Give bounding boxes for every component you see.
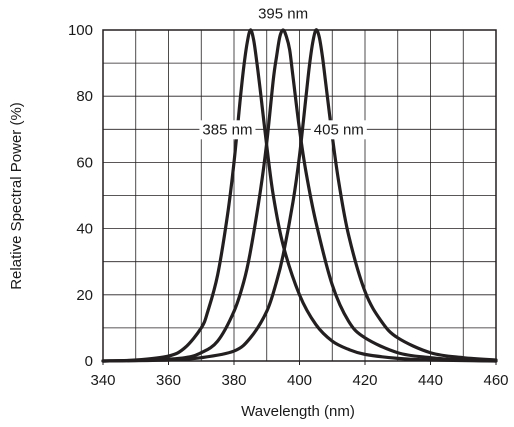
x-tick-label: 460	[483, 372, 508, 389]
x-tick-label: 360	[156, 372, 181, 389]
series-line-1	[101, 28, 498, 363]
annotation-label-3: 405 nm	[314, 121, 364, 138]
annotation-label-2: 385 nm	[202, 121, 252, 138]
y-tick-label: 20	[76, 287, 93, 304]
y-tick-labels: 0 20 40 60 80 100	[68, 22, 93, 370]
annotation-background	[310, 120, 367, 140]
x-tick-label: 420	[352, 372, 377, 389]
series-group	[101, 28, 498, 363]
series-line-3	[101, 28, 498, 363]
y-tick-label: 60	[76, 154, 93, 171]
x-tick-label: 380	[221, 372, 246, 389]
x-tick-label: 400	[287, 372, 312, 389]
x-tick-label: 440	[418, 372, 443, 389]
annotations-group: 395 nm 385 nm 405 nm	[199, 4, 367, 140]
annotation-background	[255, 4, 312, 24]
y-axis-label: Relative Spectral Power (%)	[8, 102, 25, 290]
grid	[103, 30, 496, 361]
x-tick-label: 340	[90, 372, 115, 389]
y-tick-label: 100	[68, 22, 93, 39]
y-tick-label: 40	[76, 221, 93, 238]
annotation-background	[199, 120, 256, 140]
y-tick-label: 80	[76, 88, 93, 105]
x-axis-label: Wavelength (nm)	[241, 403, 355, 420]
x-tick-labels: 340 360 380 400 420 440 460	[90, 361, 509, 389]
series-line-2	[101, 28, 498, 363]
y-tick-label: 0	[85, 353, 93, 370]
annotation-label-1: 395 nm	[258, 5, 308, 22]
